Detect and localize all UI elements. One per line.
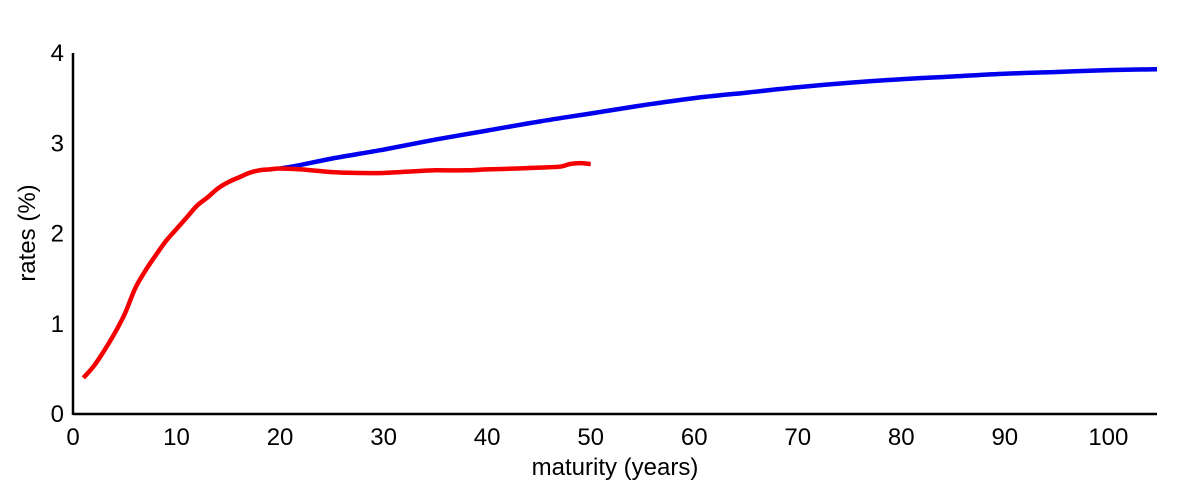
x-tick-label: 40 <box>474 424 501 451</box>
y-tick-label: 4 <box>51 40 64 67</box>
x-tick-label: 0 <box>66 424 79 451</box>
blue-series-line <box>279 66 1158 171</box>
x-tick-label: 30 <box>370 424 397 451</box>
x-axis-title: maturity (years) <box>531 454 699 481</box>
x-tick-label: 90 <box>991 424 1018 451</box>
y-tick-label: 1 <box>51 311 64 338</box>
x-tick-label: 20 <box>267 424 294 451</box>
y-tick-label: 0 <box>51 401 64 428</box>
y-axis-title: rates (%) <box>14 184 41 282</box>
x-tick-label: 100 <box>1088 424 1128 451</box>
y-tick-label: 2 <box>51 221 64 248</box>
x-tick-label: 10 <box>163 424 190 451</box>
red-series-line <box>81 160 591 380</box>
x-tick-label: 60 <box>681 424 708 451</box>
x-tick-label: 80 <box>888 424 915 451</box>
y-tick-label: 3 <box>51 130 64 157</box>
x-tick-label: 50 <box>577 424 604 451</box>
x-tick-label: 70 <box>784 424 811 451</box>
